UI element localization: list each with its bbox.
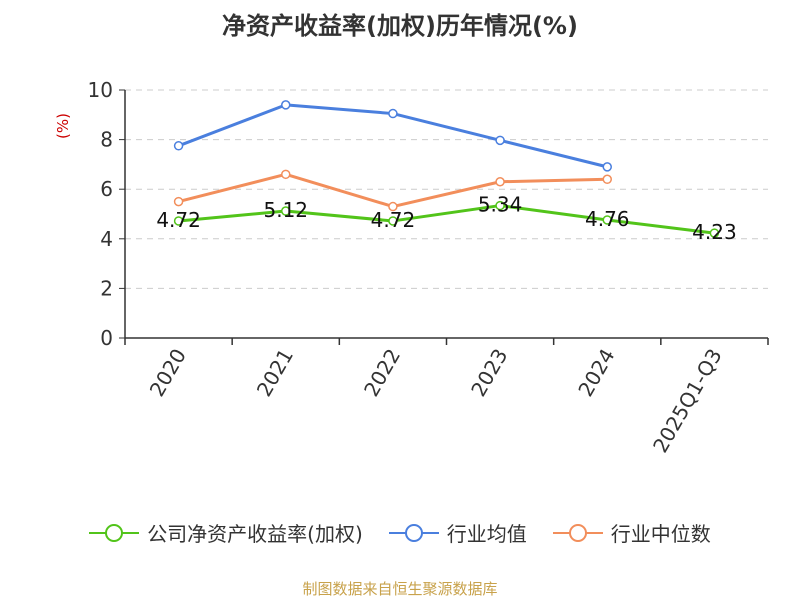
x-tick-label: 2025Q1-Q3 bbox=[648, 345, 727, 457]
legend-marker-icon bbox=[552, 523, 603, 542]
y-tick-label: 8 bbox=[100, 128, 113, 152]
data-point bbox=[173, 216, 184, 226]
data-point bbox=[388, 108, 398, 119]
series-line bbox=[178, 204, 715, 235]
data-point bbox=[281, 169, 291, 180]
series-group bbox=[173, 100, 720, 238]
grid-lines bbox=[125, 89, 768, 289]
data-point bbox=[495, 135, 505, 146]
data-point bbox=[709, 228, 720, 238]
data-label: 4.23 bbox=[692, 220, 737, 244]
y-axis-label: (%) bbox=[54, 113, 72, 139]
y-tick-label: 10 bbox=[88, 78, 113, 102]
series-line bbox=[178, 172, 608, 209]
legend-label: 行业中位数 bbox=[610, 522, 711, 546]
legend-item-company[interactable]: 公司净资产收益率(加权) bbox=[89, 518, 363, 547]
legend-item-industry-median[interactable]: 行业中位数 bbox=[552, 518, 711, 547]
y-tick-label: 2 bbox=[100, 276, 113, 300]
data-point bbox=[281, 206, 291, 216]
data-point bbox=[388, 216, 398, 226]
x-tick-label: 2023 bbox=[466, 345, 512, 401]
data-label: 4.72 bbox=[156, 208, 201, 232]
data-point bbox=[602, 174, 612, 185]
data-labels: 4.72 5.12 4.72 5.34 4.76 4.23 bbox=[156, 193, 736, 245]
x-tick-label: 2022 bbox=[359, 345, 405, 401]
data-point bbox=[602, 215, 612, 225]
legend: 公司净资产收益率(加权) 行业均值 行业中位数 bbox=[0, 518, 800, 547]
data-source-note: 制图数据来自恒生聚源数据库 bbox=[302, 580, 498, 598]
x-tick-label: 2020 bbox=[145, 345, 191, 401]
data-point bbox=[173, 196, 184, 207]
data-label: 4.72 bbox=[371, 208, 416, 232]
data-label: 5.34 bbox=[478, 193, 523, 217]
legend-label: 行业均值 bbox=[446, 522, 527, 546]
data-point bbox=[495, 200, 505, 211]
data-label: 5.12 bbox=[263, 198, 308, 222]
data-point bbox=[388, 201, 398, 212]
legend-marker-icon bbox=[388, 523, 439, 542]
y-tick-label: 6 bbox=[100, 177, 113, 201]
data-point bbox=[602, 162, 612, 172]
legend-label: 公司净资产收益率(加权) bbox=[147, 522, 363, 546]
x-tick-label: 2024 bbox=[573, 345, 619, 401]
x-tick-label: 2021 bbox=[252, 345, 298, 401]
y-tick-label: 0 bbox=[100, 326, 113, 350]
data-label: 4.76 bbox=[585, 207, 630, 231]
data-point bbox=[495, 177, 505, 187]
chart-title: 净资产收益率(加权)历年情况(%) bbox=[222, 12, 578, 40]
data-point bbox=[173, 141, 184, 151]
legend-item-industry-mean[interactable]: 行业均值 bbox=[388, 518, 527, 547]
y-tick-label: 4 bbox=[100, 227, 113, 251]
data-point bbox=[281, 100, 291, 110]
axes: 0 2 4 6 8 10 2020 2021 2022 2023 2024 2025Q1-Q3 bbox=[88, 78, 769, 457]
legend-marker-icon bbox=[89, 523, 140, 542]
